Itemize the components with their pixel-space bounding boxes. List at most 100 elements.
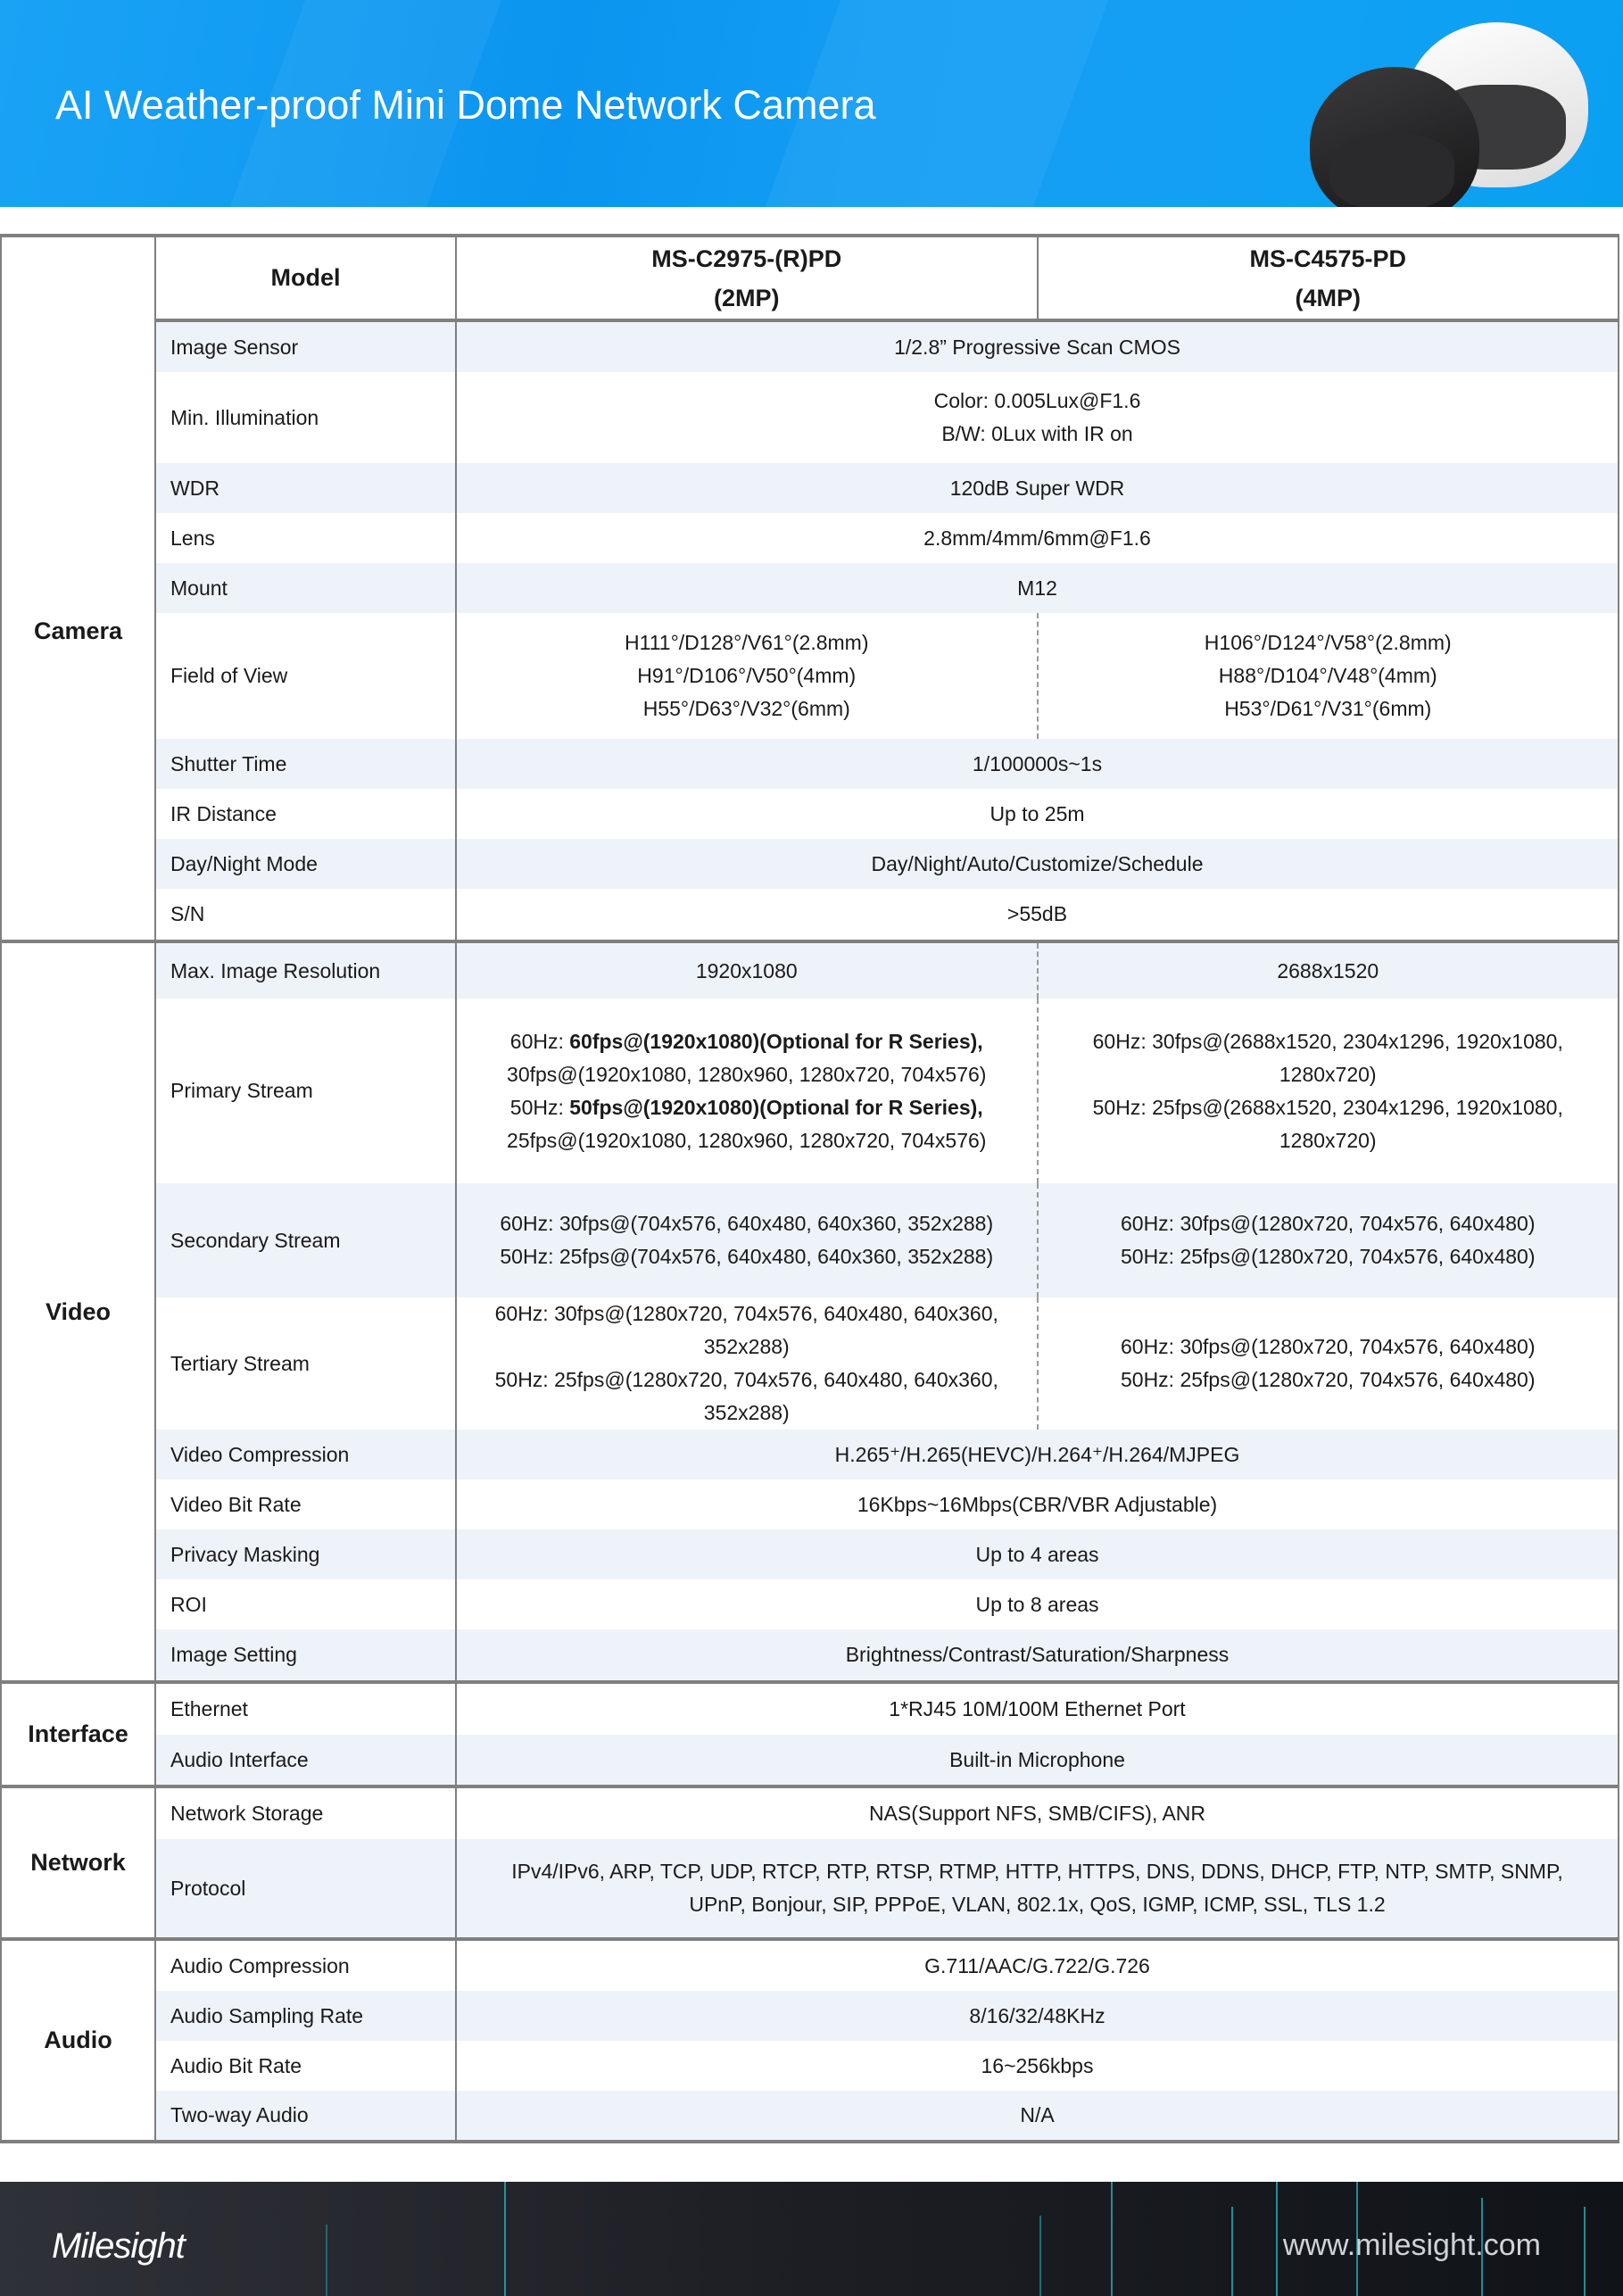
spec-label: ROI bbox=[156, 1579, 457, 1629]
spec-row: Lens 2.8mm/4mm/6mm@F1.6 bbox=[156, 513, 1618, 563]
spec-row: Secondary Stream 60Hz: 30fps@(704x576, 64… bbox=[156, 1183, 1618, 1297]
spec-value: IPv4/IPv6, ARP, TCP, UDP, RTCP, RTP, RTS… bbox=[457, 1839, 1618, 1937]
spec-row: Audio Compression G.711/AAC/G.722/G.726 bbox=[156, 1941, 1618, 1991]
spec-row: Min. Illumination Color: 0.005Lux@F1.6 B/W… bbox=[156, 372, 1618, 463]
spec-label: Audio Bit Rate bbox=[156, 2041, 457, 2091]
spec-value-model-1: 60Hz: 30fps@(2688x1520, 2304x1296, 1920x… bbox=[1039, 999, 1619, 1183]
spec-value: NAS(Support NFS, SMB/CIFS), ANR bbox=[457, 1788, 1618, 1839]
value-line: 1*RJ45 10M/100M Ethernet Port bbox=[889, 1697, 1186, 1720]
value-line: 30fps@(1920x1080, 1280x960, 1280x720, 70… bbox=[507, 1062, 987, 1086]
model-name-0: MS-C2975-(R)PD (2MP) bbox=[457, 237, 1039, 319]
category-label: Network bbox=[2, 1788, 156, 1937]
spec-value: Day/Night/Auto/Customize/Schedule bbox=[457, 839, 1618, 889]
spec-row: Protocol IPv4/IPv6, ARP, TCP, UDP, RTCP, … bbox=[156, 1839, 1618, 1937]
spec-label: Protocol bbox=[156, 1839, 457, 1937]
category-label: Audio bbox=[2, 1941, 156, 2140]
value-line: 50Hz: 50fps@(1920x1080)(Optional for R S… bbox=[510, 1091, 983, 1124]
section-rows: Audio Compression G.711/AAC/G.722/G.726 Au… bbox=[156, 1941, 1618, 2140]
spec-label: Image Sensor bbox=[156, 322, 457, 372]
spec-value: Up to 8 areas bbox=[457, 1579, 1618, 1629]
header-banner: AI Weather-proof Mini Dome Network Camer… bbox=[0, 0, 1623, 207]
spec-value-model-0: H111°/D128°/V61°(2.8mm) H91°/D106°/V50°(4… bbox=[457, 613, 1039, 739]
spec-value-model-1: 60Hz: 30fps@(1280x720, 704x576, 640x480)… bbox=[1039, 1183, 1619, 1297]
spec-value: 120dB Super WDR bbox=[457, 463, 1618, 513]
spec-label: Video Compression bbox=[156, 1430, 457, 1480]
spec-value: 1/2.8” Progressive Scan CMOS bbox=[457, 322, 1618, 372]
spec-value: 1*RJ45 10M/100M Ethernet Port bbox=[457, 1684, 1618, 1735]
spec-row: Mount M12 bbox=[156, 563, 1618, 613]
website-link[interactable]: www.milesight.com bbox=[1282, 2228, 1541, 2262]
value-line: 1280x720) bbox=[1279, 1062, 1377, 1086]
value-line: 352x288) bbox=[703, 1401, 790, 1424]
value-line: IPv4/IPv6, ARP, TCP, UDP, RTCP, RTP, RTS… bbox=[511, 1860, 1563, 1883]
value-line: M12 bbox=[1017, 576, 1057, 600]
footer-banner: Milesight www.milesight.com bbox=[0, 2182, 1623, 2296]
spec-label: Audio Sampling Rate bbox=[156, 1991, 457, 2041]
value-line: G.711/AAC/G.722/G.726 bbox=[924, 1953, 1150, 1977]
value-line: 60Hz: 30fps@(704x576, 640x480, 640x360, … bbox=[500, 1212, 994, 1235]
spec-row: Image Setting Brightness/Contrast/Saturat… bbox=[156, 1629, 1618, 1680]
spec-value-model-0: 60Hz: 60fps@(1920x1080)(Optional for R S… bbox=[457, 999, 1039, 1183]
value-line: NAS(Support NFS, SMB/CIFS), ANR bbox=[868, 1802, 1206, 1825]
spec-label: Privacy Masking bbox=[156, 1529, 457, 1579]
value-line: H55°/D63°/V32°(6mm) bbox=[642, 697, 850, 720]
value-line: 60Hz: 30fps@(2688x1520, 2304x1296, 1920x… bbox=[1092, 1029, 1563, 1053]
spec-row: Shutter Time 1/100000s~1s bbox=[156, 739, 1618, 789]
value-line: B/W: 0Lux with IR on bbox=[941, 422, 1133, 445]
value-line: 8/16/32/48KHz bbox=[969, 2003, 1105, 2027]
section-interface: Interface Ethernet 1*RJ45 10M/100M Etherne… bbox=[2, 1684, 1618, 1788]
spec-values: 60Hz: 60fps@(1920x1080)(Optional for R S… bbox=[457, 999, 1618, 1183]
spec-value-model-0: 60Hz: 30fps@(1280x720, 704x576, 640x480,… bbox=[457, 1297, 1039, 1430]
section-network: Network Network Storage NAS(Support NFS, S… bbox=[2, 1788, 1618, 1941]
spec-value: Built-in Microphone bbox=[457, 1735, 1618, 1785]
spec-value: N/A bbox=[457, 2091, 1618, 2140]
spec-value: 2.8mm/4mm/6mm@F1.6 bbox=[457, 513, 1618, 563]
model-name: MS-C4575-PD bbox=[1249, 245, 1407, 272]
value-line: H88°/D104°/V48°(4mm) bbox=[1218, 664, 1437, 687]
spec-row: Video Bit Rate 16Kbps~16Mbps(CBR/VBR Adju… bbox=[156, 1480, 1618, 1529]
spec-label: Secondary Stream bbox=[156, 1183, 457, 1297]
spec-row: IR Distance Up to 25m bbox=[156, 789, 1618, 839]
value-line: Built-in Microphone bbox=[949, 1747, 1125, 1771]
section-video: Video Max. Image Resolution 1920x1080 2688x… bbox=[2, 943, 1618, 1684]
model-resolution: (2MP) bbox=[714, 284, 780, 311]
spec-row: Max. Image Resolution 1920x1080 2688x1520 bbox=[156, 943, 1618, 999]
model-columns: MS-C2975-(R)PD (2MP) MS-C4575-PD (4MP) bbox=[457, 237, 1618, 319]
spec-label: Max. Image Resolution bbox=[156, 943, 457, 999]
spec-value: Color: 0.005Lux@F1.6 B/W: 0Lux with IR on bbox=[457, 372, 1618, 463]
spec-label: IR Distance bbox=[156, 789, 457, 839]
value-line: 352x288) bbox=[703, 1335, 790, 1358]
spec-row: S/N >55dB bbox=[156, 889, 1618, 940]
model-label: Model bbox=[156, 237, 457, 319]
spec-label: Primary Stream bbox=[156, 999, 457, 1183]
value-line: H106°/D124°/V58°(2.8mm) bbox=[1204, 631, 1452, 654]
value-line: N/A bbox=[1020, 2103, 1055, 2126]
spec-row: Audio Bit Rate 16~256kbps bbox=[156, 2041, 1618, 2091]
page-title: AI Weather-proof Mini Dome Network Camer… bbox=[55, 82, 876, 128]
value-line: >55dB bbox=[1006, 902, 1068, 925]
model-name-1: MS-C4575-PD (4MP) bbox=[1039, 237, 1619, 319]
category-label: Video bbox=[2, 943, 156, 1680]
category-label: Interface bbox=[2, 1684, 156, 1785]
spec-values: 60Hz: 30fps@(1280x720, 704x576, 640x480,… bbox=[457, 1297, 1618, 1430]
value-line: Up to 8 areas bbox=[975, 1592, 1099, 1616]
spec-value: G.711/AAC/G.722/G.726 bbox=[457, 1941, 1618, 1991]
spec-label: WDR bbox=[156, 463, 457, 513]
spec-value-model-1: 2688x1520 bbox=[1039, 943, 1619, 999]
spec-label: Audio Compression bbox=[156, 1941, 457, 1991]
spec-label: Image Setting bbox=[156, 1629, 457, 1680]
section-audio: Audio Audio Compression G.711/AAC/G.722/G.… bbox=[2, 1941, 1618, 2140]
spec-label: Tertiary Stream bbox=[156, 1297, 457, 1430]
spec-value: M12 bbox=[457, 563, 1618, 613]
model-header-section: Model MS-C2975-(R)PD (2MP) MS-C4575-PD (4MP) bbox=[2, 237, 1618, 322]
spec-row: Network Storage NAS(Support NFS, SMB/CIFS… bbox=[156, 1788, 1618, 1839]
value-line: 60Hz: 30fps@(1280x720, 704x576, 640x480,… bbox=[494, 1302, 998, 1325]
model-name: MS-C2975-(R)PD bbox=[651, 245, 842, 272]
value-line: 50Hz: 25fps@(1280x720, 704x576, 640x480,… bbox=[494, 1368, 998, 1391]
value-line: 1/100000s~1s bbox=[972, 751, 1103, 775]
spec-label: S/N bbox=[156, 889, 457, 940]
spec-row: WDR 120dB Super WDR bbox=[156, 463, 1618, 513]
spec-row: Primary Stream 60Hz: 60fps@(1920x1080)(Op… bbox=[156, 999, 1618, 1183]
value-line: 16~256kbps bbox=[981, 2053, 1094, 2077]
spec-label: Ethernet bbox=[156, 1684, 457, 1735]
